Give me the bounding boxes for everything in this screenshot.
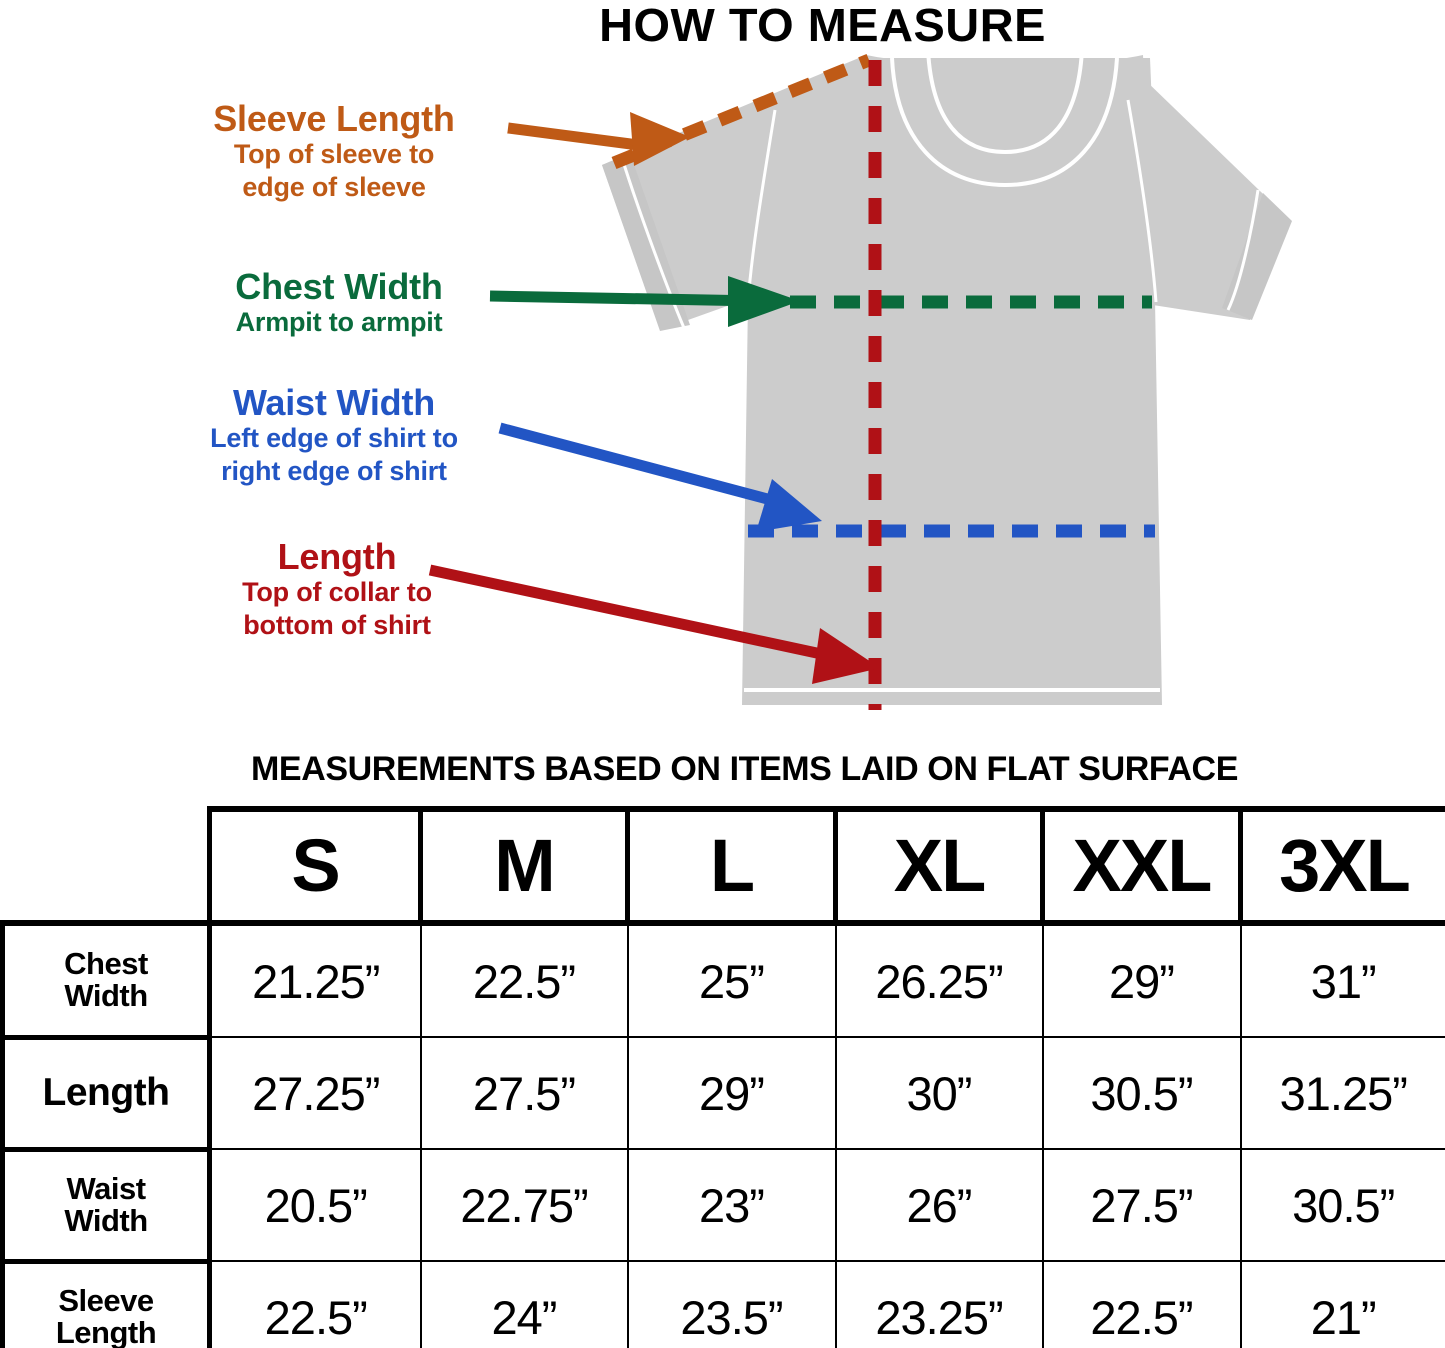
cell-chest-width-xxl: 29” [1041, 920, 1242, 1038]
tshirt-shape [602, 49, 1292, 705]
row-label-sleeve-length-line2: Length [55, 1315, 157, 1348]
callout-waist-width-desc-line1: Left edge of shirt to [210, 423, 458, 454]
cell-sleeve-length-m: 24” [419, 1260, 629, 1348]
row-label-length-line1: Length [42, 1070, 170, 1114]
table-header-row: S M L XL XXL 3XL [2, 806, 1445, 926]
right-shoulder-seam [1126, 99, 1158, 303]
cell-length-xxl: 30.5” [1041, 1036, 1242, 1150]
waist-arrow [498, 422, 822, 532]
cell-chest-width-m: 22.5” [419, 920, 629, 1038]
table-row: Waist Width 20.5” 22.75” 23” 26” 27.5” 3… [0, 1146, 1445, 1264]
row-label-waist-width: Waist Width [0, 1146, 212, 1264]
cell-chest-width-3xl: 31” [1239, 920, 1445, 1038]
callout-waist-width-desc-line2: right edge of shirt [221, 455, 447, 486]
table-row: Chest Width 21.25” 22.5” 25” 26.25” 29” … [0, 920, 1445, 1040]
callout-sleeve-length: Sleeve Length Top of sleeve to edge of s… [164, 98, 504, 203]
row-label-chest-width-line2: Width [64, 978, 148, 1014]
row-label-chest-width: Chest Width [0, 920, 212, 1040]
callout-waist-width-title: Waist Width [232, 382, 436, 423]
row-label-waist-width-line1: Waist [66, 1171, 146, 1207]
callout-length-title: Length [277, 536, 397, 577]
size-chart-table: S M L XL XXL 3XL Chest Width 21.25” 22.5… [0, 806, 1445, 1348]
cell-sleeve-length-xl: 23.25” [834, 1260, 1044, 1348]
tshirt-diagram [428, 49, 1292, 710]
callout-waist-width: Waist Width Left edge of shirt to right … [160, 382, 508, 487]
chest-arrow [489, 276, 800, 327]
row-label-waist-width-line2: Width [64, 1203, 148, 1238]
cell-chest-width-l: 25” [626, 920, 837, 1038]
size-header-m: M [418, 806, 630, 926]
length-arrow [428, 564, 880, 684]
cell-waist-width-xl: 26” [834, 1148, 1044, 1262]
callout-sleeve-length-desc-line1: Top of sleeve to [233, 139, 435, 170]
page-title: HOW TO MEASURE [599, 0, 1046, 51]
left-sleeve-seam [620, 157, 686, 329]
cell-sleeve-length-l: 23.5” [626, 1260, 837, 1348]
size-header-l: L [625, 806, 838, 926]
table-row: Length 27.25” 27.5” 29” 30” 30.5” 31.25” [0, 1034, 1445, 1152]
left-shoulder-seam [746, 109, 777, 303]
cell-length-m: 27.5” [419, 1036, 629, 1150]
size-header-xl: XL [833, 806, 1045, 926]
row-label-sleeve-length: Sleeve Length [0, 1258, 212, 1348]
cell-length-3xl: 31.25” [1239, 1036, 1445, 1150]
row-label-sleeve-length-line1: Sleeve [58, 1283, 154, 1319]
size-header-s: S [207, 806, 423, 926]
cell-chest-width-xl: 26.25” [834, 920, 1044, 1038]
row-label-length: Length [0, 1034, 212, 1152]
cell-sleeve-length-s: 22.5” [208, 1260, 422, 1348]
collar-inner [926, 49, 1084, 155]
cell-waist-width-xxl: 27.5” [1041, 1148, 1242, 1262]
right-sleeve-seam [1226, 189, 1260, 311]
row-label-chest-width-line1: Chest [64, 946, 148, 982]
size-header-3xl: 3XL [1238, 806, 1445, 926]
cell-length-s: 27.25” [208, 1036, 422, 1150]
callout-sleeve-length-desc-line2: edge of sleeve [242, 171, 426, 202]
cell-length-l: 29” [626, 1036, 837, 1150]
collar-outer [890, 57, 1119, 188]
cell-sleeve-length-3xl: 21” [1239, 1260, 1445, 1348]
callout-length-desc-line1: Top of collar to [242, 577, 432, 608]
sleeve-arrow [507, 112, 690, 166]
table-corner-cell [2, 809, 210, 926]
cell-waist-width-3xl: 30.5” [1239, 1148, 1445, 1262]
cell-waist-width-s: 20.5” [208, 1148, 422, 1262]
shoulder-fill [745, 58, 1160, 300]
size-header-xxl: XXL [1040, 806, 1243, 926]
callout-length: Length Top of collar to bottom of shirt [196, 536, 478, 641]
callout-chest-width-desc-line1: Armpit to armpit [235, 307, 443, 338]
right-sleeve-cuff [1222, 193, 1292, 320]
callout-sleeve-length-title: Sleeve Length [213, 98, 455, 139]
cell-length-xl: 30” [834, 1036, 1044, 1150]
cell-waist-width-m: 22.75” [419, 1148, 629, 1262]
table-row: Sleeve Length 22.5” 24” 23.5” 23.25” 22.… [0, 1258, 1445, 1348]
callout-chest-width: Chest Width Armpit to armpit [186, 266, 492, 339]
cell-waist-width-l: 23” [626, 1148, 837, 1262]
cell-sleeve-length-xxl: 22.5” [1041, 1260, 1242, 1348]
callout-chest-width-title: Chest Width [235, 266, 443, 307]
cell-chest-width-s: 21.25” [208, 920, 422, 1038]
measurements-subtitle: MEASUREMENTS BASED ON ITEMS LAID ON FLAT… [251, 750, 1238, 788]
callout-length-desc-line2: bottom of shirt [243, 609, 431, 640]
